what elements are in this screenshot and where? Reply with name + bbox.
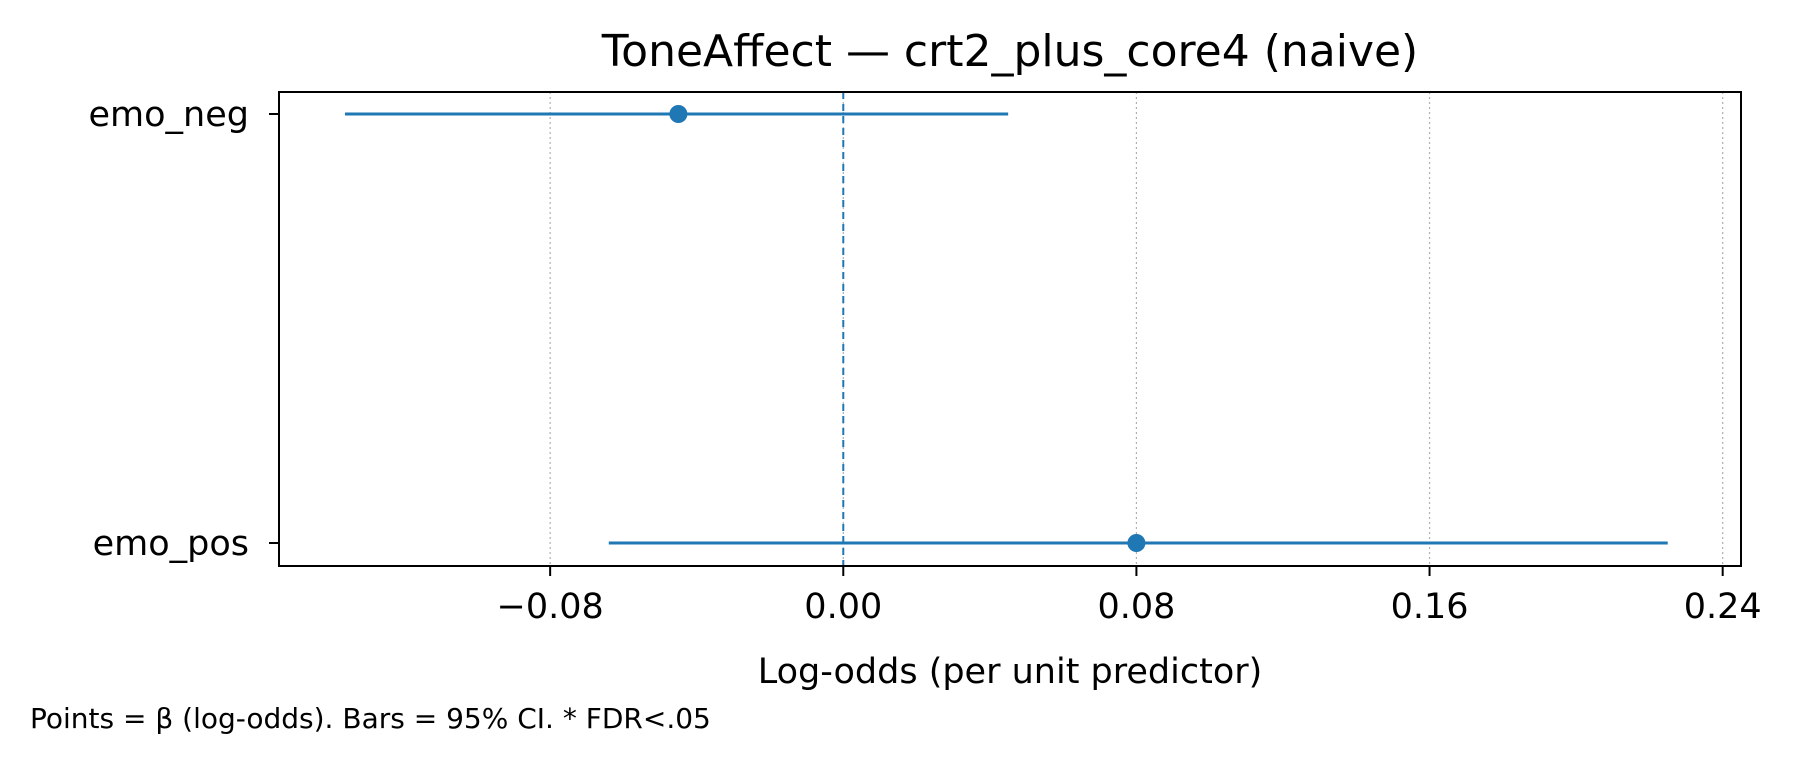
point-estimate-emo_pos	[1127, 534, 1146, 552]
x-tick-label: 0.08	[1097, 587, 1175, 627]
footnote: Points = β (log-odds). Bars = 95% CI. * …	[30, 702, 711, 735]
axis-ticks: −0.08 0.00 0.08 0.16 0.24 emo_neg emo_pos	[89, 95, 1762, 627]
plot-frame	[278, 91, 1742, 567]
x-axis-label: Log-odds (per unit predictor)	[758, 652, 1263, 692]
x-tick-label: 0.16	[1391, 587, 1469, 627]
y-tick-label: emo_neg	[89, 95, 249, 135]
point-estimate-emo_neg	[669, 105, 688, 123]
y-tick-label: emo_pos	[93, 524, 249, 564]
grid-lines	[549, 92, 1724, 566]
x-tick-label: 0.00	[804, 587, 882, 627]
estimates-layer	[344, 105, 1668, 552]
x-tick-label: 0.24	[1684, 587, 1762, 627]
x-tick-label: −0.08	[497, 587, 604, 627]
chart-title: ToneAffect — crt2_plus_core4 (naive)	[601, 26, 1418, 77]
